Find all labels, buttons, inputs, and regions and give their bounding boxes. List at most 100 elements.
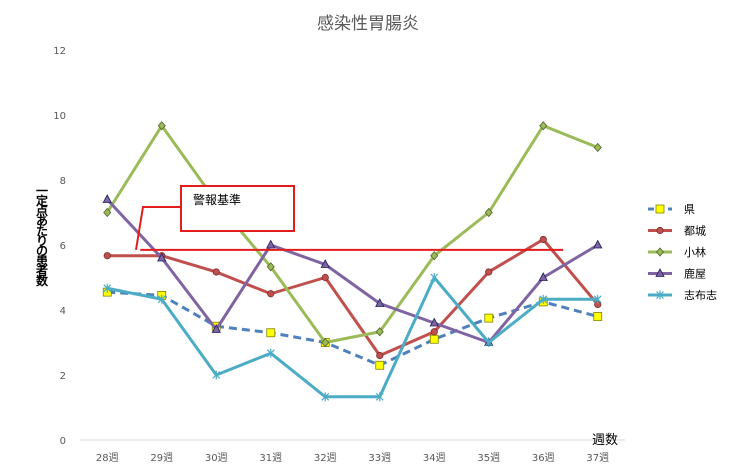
legend-label: 小林 — [684, 245, 706, 259]
x-axis-ticks: 28週 29週 30週 31週 32週 33週 34週 35週 36週 37週 — [96, 452, 609, 464]
x-tick-label: 33週 — [368, 452, 391, 464]
y-axis-label-char: あ — [36, 214, 48, 228]
x-tick-label: 37週 — [586, 452, 609, 464]
y-tick-label: 4 — [60, 306, 66, 317]
circle-marker — [539, 235, 547, 244]
y-axis-label-char: 点 — [36, 203, 48, 218]
star-marker — [593, 294, 602, 304]
triangle-marker — [102, 194, 112, 203]
diamond-marker — [430, 251, 439, 261]
star-marker — [157, 294, 166, 304]
triangle-marker — [375, 298, 385, 307]
y-axis-label-char: 一 — [36, 184, 48, 198]
circle-marker — [212, 268, 220, 276]
x-tick-label: 31週 — [259, 452, 282, 464]
diamond-marker — [655, 247, 665, 257]
y-axis-label-char: 数 — [36, 273, 49, 288]
x-tick-label: 35週 — [477, 452, 500, 464]
star-marker — [539, 294, 548, 304]
legend-item: 都城 — [648, 225, 706, 238]
legend-item: 志布志 — [648, 289, 717, 302]
legend-item: 鹿屋 — [648, 267, 706, 281]
square-marker — [484, 313, 494, 323]
x-tick-label: 30週 — [205, 452, 228, 464]
triangle-marker — [655, 268, 665, 277]
series-line — [107, 290, 599, 367]
series-line — [107, 237, 599, 357]
legend-item: 県 — [648, 203, 695, 216]
series-layer — [102, 121, 603, 402]
diamond-marker — [484, 207, 493, 218]
triangle-marker — [429, 317, 439, 327]
diamond-marker — [375, 327, 384, 337]
y-axis-label-char: 者 — [35, 263, 48, 278]
circle-marker — [656, 226, 664, 235]
series-4 — [102, 194, 603, 346]
x-tick-label: 32週 — [314, 452, 337, 464]
diamond-marker — [103, 207, 112, 218]
y-tick-label: 6 — [60, 241, 66, 252]
legend-label: 志布志 — [684, 289, 717, 302]
y-axis-label-char: た — [36, 224, 48, 238]
callout-leader-line — [135, 206, 181, 251]
triangle-marker — [538, 272, 548, 281]
y-axis-label-char: 患 — [36, 253, 48, 268]
x-tick-label: 36週 — [532, 452, 555, 464]
circle-marker — [430, 328, 438, 336]
legend-label: 県 — [684, 203, 695, 216]
legend-label: 都城 — [684, 225, 706, 238]
star-marker — [212, 370, 221, 380]
square-marker — [655, 204, 665, 214]
alert-threshold: 警報基準 — [135, 185, 564, 251]
circle-marker — [485, 268, 493, 276]
y-tick-label: 12 — [53, 46, 66, 57]
diamond-marker — [157, 121, 166, 131]
y-tick-label: 2 — [60, 371, 66, 382]
triangle-marker — [266, 239, 276, 249]
star-marker — [430, 273, 439, 282]
chart-title: 感染性胃腸炎 — [317, 14, 419, 34]
square-marker — [375, 360, 385, 370]
triangle-marker — [593, 239, 603, 249]
y-axis-label-char: 定 — [36, 193, 48, 208]
square-marker — [429, 334, 439, 344]
x-axis-label: 週数 — [592, 433, 618, 448]
y-axis-ticks: 0 2 4 6 8 10 12 — [53, 46, 66, 447]
circle-marker — [376, 351, 384, 360]
star-marker — [375, 392, 384, 402]
square-marker — [266, 328, 276, 338]
circle-marker — [103, 252, 111, 260]
series-line — [105, 124, 599, 344]
diamond-marker — [266, 262, 275, 272]
circle-marker — [267, 290, 275, 298]
y-tick-label: 0 — [60, 436, 66, 447]
x-tick-label: 29週 — [150, 452, 173, 464]
y-axis-label-char: り — [36, 234, 48, 248]
x-tick-label: 34週 — [423, 452, 446, 464]
triangle-marker — [320, 259, 330, 268]
triangle-marker — [211, 324, 221, 333]
circle-marker — [321, 273, 329, 282]
star-marker — [103, 283, 112, 293]
star-marker — [484, 338, 493, 347]
series-5 — [103, 273, 602, 402]
star-marker — [656, 290, 664, 300]
diamond-marker — [321, 337, 330, 348]
star-marker — [321, 392, 330, 402]
triangle-marker — [157, 252, 167, 262]
square-marker — [593, 312, 603, 321]
callout-label: 警報基準 — [193, 192, 241, 207]
x-tick-label: 28週 — [96, 452, 119, 464]
y-axis-label-char: の — [36, 244, 48, 258]
series-line — [106, 198, 599, 344]
callout-box — [180, 185, 295, 232]
y-tick-label: 10 — [53, 111, 66, 122]
diamond-marker — [593, 142, 602, 153]
series-line — [106, 276, 598, 399]
y-tick-label: 8 — [60, 176, 66, 187]
series-1 — [102, 287, 603, 370]
legend-label: 鹿屋 — [684, 267, 706, 281]
